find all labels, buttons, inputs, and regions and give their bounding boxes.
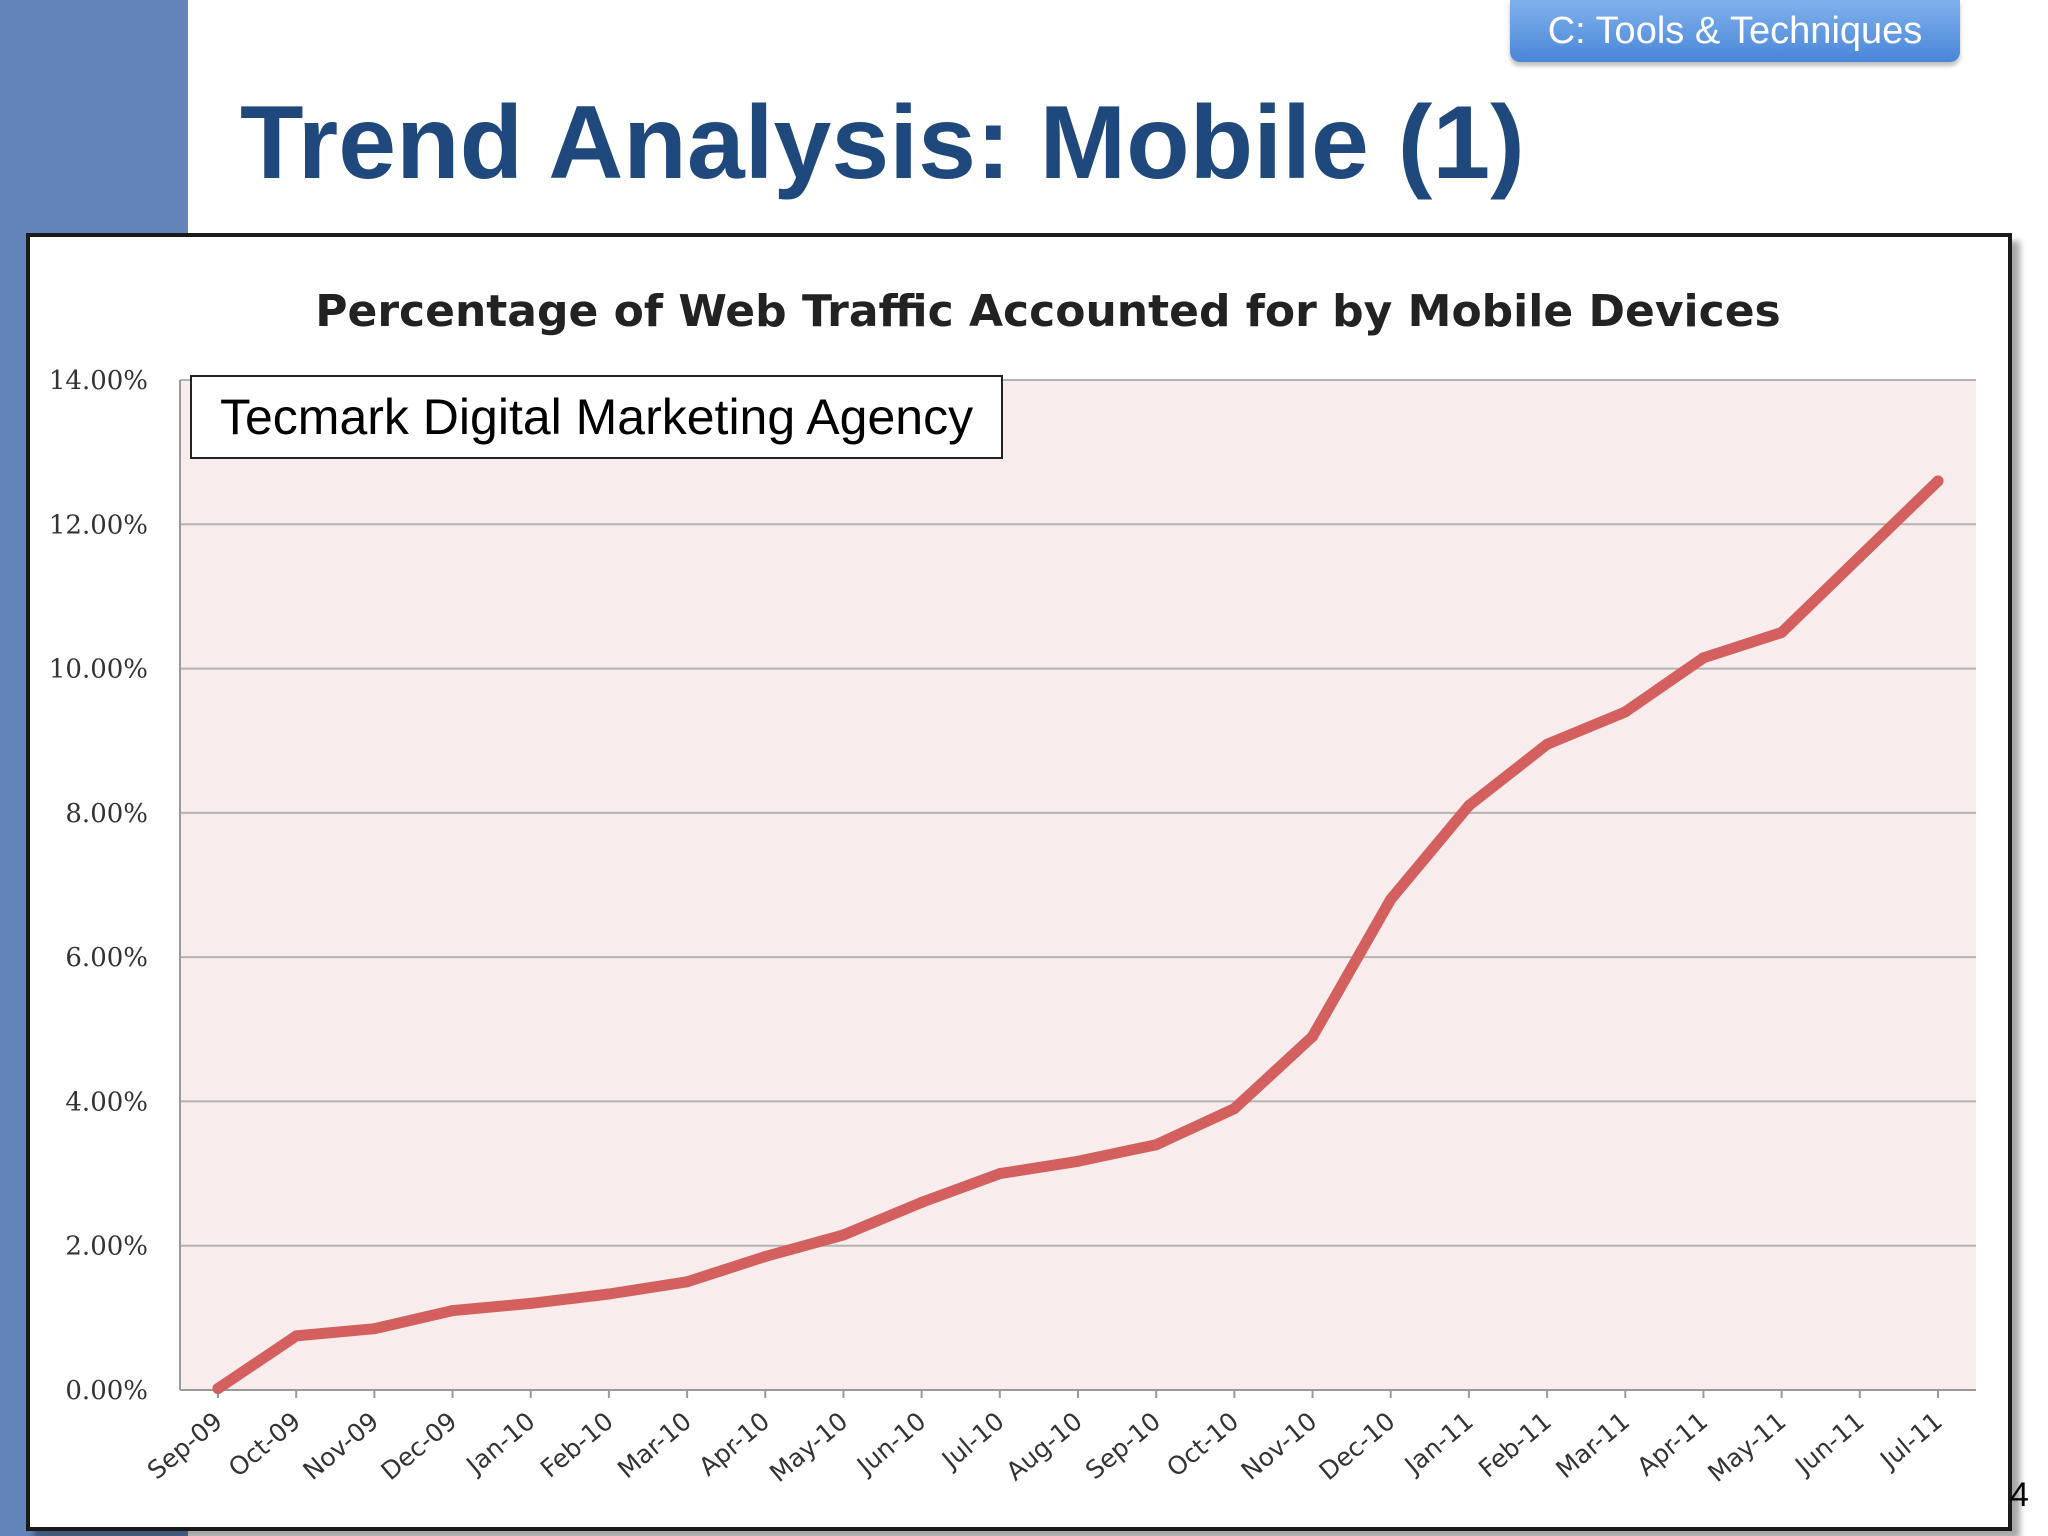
x-tick-label: Oct-09 <box>223 1406 306 1482</box>
y-tick-label: 12.00% <box>49 510 148 540</box>
x-tick-label: Mar-11 <box>1550 1406 1635 1484</box>
x-tick-label: Jun-10 <box>850 1406 931 1481</box>
data-point <box>525 1297 537 1309</box>
data-point <box>1854 551 1866 563</box>
data-point <box>1150 1139 1162 1151</box>
gridlines <box>179 379 1976 1391</box>
x-tick-label: Feb-11 <box>1473 1406 1557 1483</box>
x-tick-label: Nov-09 <box>297 1406 384 1485</box>
data-point <box>290 1330 302 1342</box>
y-tick-label: 0.00% <box>65 1376 148 1406</box>
x-tick-label: Jan-11 <box>1398 1406 1479 1481</box>
x-tick-label: Oct-10 <box>1161 1406 1244 1482</box>
data-point <box>1697 652 1709 664</box>
x-tick-label: Jul-11 <box>1873 1406 1948 1475</box>
y-tick-label: 10.00% <box>49 655 148 685</box>
data-point <box>1932 475 1944 487</box>
x-tick-label: Feb-10 <box>535 1406 619 1483</box>
data-point <box>1228 1103 1240 1115</box>
x-tick-label: Mar-10 <box>612 1406 697 1484</box>
data-point <box>1776 627 1788 638</box>
x-tick-label: Apr-10 <box>693 1406 775 1481</box>
x-axis-ticks: Sep-09Oct-09Nov-09Dec-09Jan-10Feb-10Mar-… <box>142 1390 1948 1488</box>
data-point <box>1385 893 1397 905</box>
x-tick-label: Jun-11 <box>1788 1406 1869 1481</box>
x-tick-label: Jul-10 <box>935 1406 1010 1475</box>
y-tick-label: 4.00% <box>65 1087 148 1117</box>
source-annotation: Tecmark Digital Marketing Agency <box>190 375 1004 459</box>
section-tab: C: Tools & Techniques <box>1510 0 1960 62</box>
x-tick-label: Dec-10 <box>1314 1406 1401 1486</box>
x-tick-label: May-10 <box>764 1406 853 1487</box>
page-number: 4 <box>2010 1476 2029 1514</box>
x-tick-label: Apr-11 <box>1631 1406 1713 1481</box>
x-tick-label: May-11 <box>1702 1406 1791 1487</box>
x-tick-label: Nov-10 <box>1236 1406 1323 1485</box>
data-point <box>1307 1031 1319 1042</box>
data-point <box>1072 1155 1084 1167</box>
y-axis-ticks: 0.00% 2.00% 4.00% 6.00% 8.00% 10.00% 12.00% 14.… <box>49 366 148 1406</box>
y-tick-label: 14.00% <box>49 366 148 396</box>
data-point <box>1463 800 1475 812</box>
data-point <box>759 1251 771 1263</box>
y-tick-label: 8.00% <box>65 799 148 829</box>
data-point <box>916 1196 928 1208</box>
data-point <box>1541 738 1553 750</box>
x-tick-label: Sep-10 <box>1080 1406 1166 1485</box>
chart-title: Percentage of Web Traffic Accounted for … <box>315 286 1781 337</box>
data-point <box>1619 706 1631 718</box>
x-tick-label: Jan-10 <box>460 1406 541 1481</box>
plot-area <box>180 380 1976 1390</box>
series-layer <box>212 475 1944 1395</box>
data-point <box>603 1288 615 1300</box>
data-point <box>447 1305 459 1317</box>
y-tick-label: 2.00% <box>65 1232 148 1262</box>
data-point <box>837 1229 849 1241</box>
data-point <box>212 1383 224 1395</box>
x-tick-label: Aug-10 <box>1001 1406 1088 1486</box>
y-tick-label: 6.00% <box>65 943 148 973</box>
x-tick-label: Sep-09 <box>142 1406 228 1485</box>
chart-frame: Percentage of Web Traffic Accounted for … <box>26 233 2012 1531</box>
line-chart: Percentage of Web Traffic Accounted for … <box>49 286 1976 1488</box>
data-point <box>681 1276 693 1288</box>
data-point <box>994 1168 1006 1180</box>
x-tick-label: Dec-09 <box>375 1406 462 1486</box>
slide-title: Trend Analysis: Mobile (1) <box>240 85 1525 201</box>
data-point <box>368 1323 380 1335</box>
